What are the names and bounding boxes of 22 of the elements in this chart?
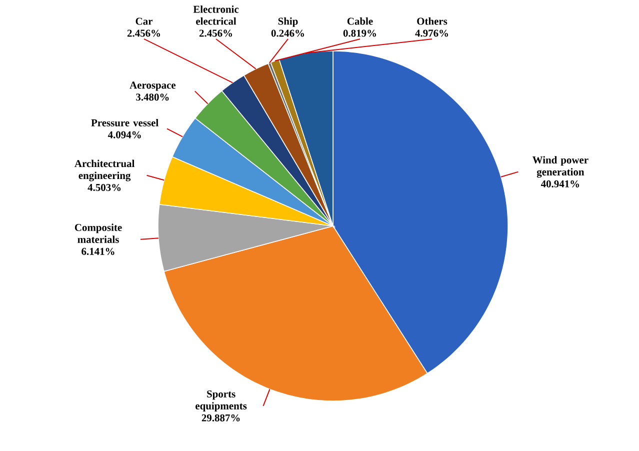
data-label: 4.976%	[415, 30, 448, 37]
data-label: 3.480%	[136, 94, 169, 101]
data-label: 29.887%	[202, 414, 240, 422]
slice-label: Composite materials	[74, 224, 122, 243]
slice-label: Architectrual engineering	[74, 160, 134, 182]
slice-label: Electronic electrical	[193, 5, 239, 25]
data-label: 4.503%	[88, 184, 121, 192]
slice-label: Cable	[347, 17, 373, 25]
slice-label: Others	[417, 17, 448, 25]
slice-label: Wind power generation	[532, 156, 588, 178]
data-label: 0.819%	[343, 30, 376, 37]
data-label: 2.456%	[127, 30, 160, 37]
data-label: 4.094%	[108, 131, 141, 138]
data-label: 2.456%	[199, 30, 232, 37]
data-label: 6.141%	[82, 248, 114, 255]
slice-label: Aerospace	[130, 82, 176, 91]
data-label: 40.941%	[540, 180, 580, 188]
data-label: 0.246%	[271, 30, 304, 37]
slice-label: Car	[136, 18, 152, 25]
slice-label: Ship	[278, 17, 298, 27]
slice-label: Pressure vessel	[91, 119, 158, 126]
slice-label: Sports equipments	[196, 390, 247, 412]
